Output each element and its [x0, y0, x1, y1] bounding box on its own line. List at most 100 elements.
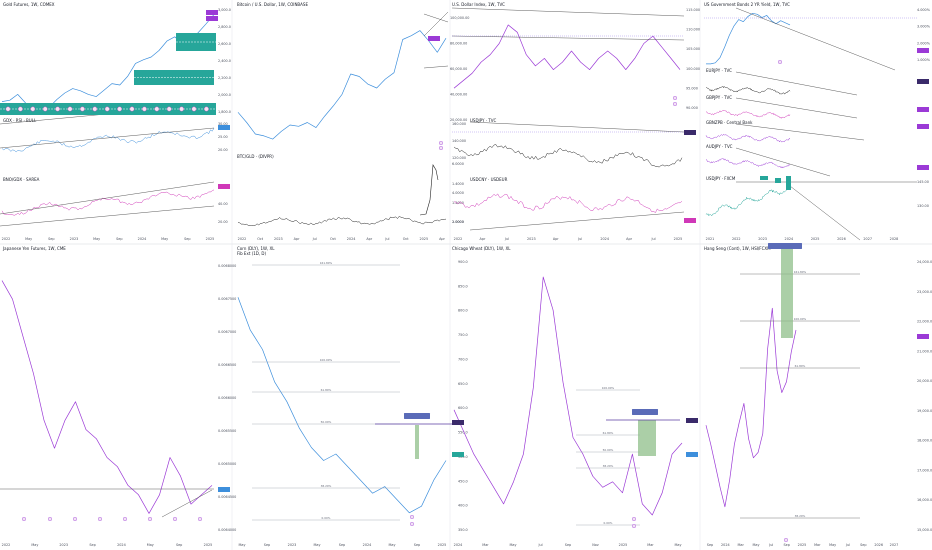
indicator-line	[1, 127, 215, 153]
fib-level-label: 61.80%	[321, 388, 332, 392]
y-tick-label: 24,000.00	[917, 260, 932, 264]
price-series-line	[706, 12, 791, 65]
trend-line	[0, 205, 215, 227]
price-tag	[218, 487, 230, 492]
trend-line	[0, 181, 215, 215]
subpanel-y-tick-label: 140.000	[452, 139, 466, 143]
event-marker-icon	[22, 517, 27, 522]
event-marker-icon	[784, 538, 789, 543]
y-tick-label: 0.0065000	[218, 462, 236, 466]
projection-box	[781, 248, 793, 338]
event-marker-icon	[97, 517, 102, 522]
event-marker-icon	[67, 106, 73, 112]
x-tick-label: Jul	[651, 237, 656, 241]
event-marker-icon	[172, 517, 177, 522]
x-tick-label: Apr	[480, 237, 486, 241]
x-tick-label: 2023	[288, 543, 297, 547]
subpanel-title-usdcny: USDCNY · USDEUR	[470, 177, 508, 182]
x-tick-label: Sep	[264, 543, 270, 547]
y-tick-label: 550.0	[458, 431, 468, 435]
x-tick-label: 2025	[798, 543, 807, 547]
x-tick-label: 2026	[837, 237, 846, 241]
event-marker-icon	[410, 522, 415, 527]
panel-title-bitcoin: Bitcoin / U.S. Dollar, 1W, COINBASE	[237, 2, 308, 7]
subpanel-title-bno: BNO/GDX · SAREA	[3, 177, 40, 182]
trend-line	[735, 71, 858, 96]
subpanel-y-tick-label: 25.00	[218, 135, 228, 139]
x-tick-label: Sep	[414, 543, 420, 547]
y-tick-label: 4.000%	[917, 8, 931, 12]
x-tick-label: Apr	[626, 237, 632, 241]
panel-title-jpy: Japanese Yen Futures, 1W, CME	[2, 246, 66, 251]
signal-marker	[760, 176, 768, 180]
y-tick-label: 110.000	[686, 28, 700, 32]
panel-title-2yr: US Government Bonds 2 YR Yield, 1W, TVC	[704, 2, 790, 7]
x-tick-label: Apr	[294, 237, 300, 241]
x-tick-label: May	[752, 543, 759, 547]
x-tick-label: 2025	[674, 237, 683, 241]
event-marker-icon	[439, 140, 444, 145]
y-tick-label: 0.0067000	[218, 330, 236, 334]
subpanel-y-tick-label: 1.0000	[452, 220, 464, 224]
indicator-line	[705, 85, 791, 95]
x-tick-label: May	[238, 543, 245, 547]
x-tick-label: 2022	[2, 237, 11, 241]
x-tick-label: May	[25, 237, 32, 241]
y-tick-label: 850.0	[458, 284, 468, 288]
price-tag	[206, 16, 218, 21]
x-tick-label: 2024	[117, 543, 126, 547]
trend-line	[469, 121, 685, 133]
event-marker-icon	[42, 106, 48, 112]
indicator-line	[237, 216, 447, 226]
x-tick-label: Sep	[783, 543, 789, 547]
price-tag	[917, 48, 929, 53]
price-series-line	[453, 24, 681, 89]
x-tick-label: Jul	[577, 237, 582, 241]
subpanel-y-tick-label: 20.00	[218, 148, 228, 152]
x-tick-label: 2028	[890, 237, 899, 241]
y-tick-label: 0.0068000	[218, 264, 236, 268]
x-tick-label: Sep	[707, 543, 713, 547]
event-marker-icon	[104, 106, 110, 112]
subpanel-title-usdjpy: USDJPY · TVC	[470, 118, 496, 123]
x-tick-label: May	[509, 543, 516, 547]
y-tick-label: 1,800.0	[218, 110, 231, 114]
event-marker-icon	[122, 517, 127, 522]
y-tick-label: 20,000.00	[450, 118, 467, 122]
trend-line	[735, 147, 831, 177]
y-tick-label: 3,000.0	[218, 8, 231, 12]
price-tag	[917, 107, 929, 112]
y-tick-label: 18,000.00	[917, 439, 932, 443]
trend-line	[789, 185, 861, 241]
event-marker-icon	[632, 524, 637, 529]
price-tag	[428, 36, 440, 41]
indicator-line	[705, 110, 791, 119]
trend-line	[735, 123, 865, 141]
y-tick-label: 100.000	[686, 67, 700, 71]
indicator-line	[705, 158, 791, 169]
projection-box	[415, 425, 419, 459]
x-tick-label: Sep	[89, 543, 95, 547]
x-tick-label: 2023	[758, 237, 767, 241]
trend-line	[161, 489, 213, 518]
x-tick-label: Sep	[339, 543, 345, 547]
subpanel-title-usdjpy-fxcm: USDJPY · FXCM	[706, 176, 736, 181]
event-marker-icon	[632, 517, 637, 522]
indicator-line	[705, 133, 791, 143]
x-tick-label: 2023	[274, 237, 283, 241]
panel-title-wheat: Chicago Wheat (DLY), 1W, XL	[452, 246, 511, 251]
y-tick-label: 2,800.0	[218, 25, 231, 29]
subpanel-y-tick-label: 130.00	[917, 204, 929, 208]
y-tick-label: 90.000	[686, 106, 698, 110]
x-tick-label: Mar	[814, 543, 821, 547]
trend-line	[469, 211, 685, 231]
trend-line	[735, 7, 896, 71]
x-tick-label: Jul	[384, 237, 389, 241]
y-tick-label: 900.0	[458, 260, 468, 264]
event-marker-icon	[166, 106, 172, 112]
y-tick-label: 17,000.00	[917, 468, 932, 472]
price-series-line	[453, 276, 683, 516]
x-tick-label: Jul	[768, 543, 773, 547]
